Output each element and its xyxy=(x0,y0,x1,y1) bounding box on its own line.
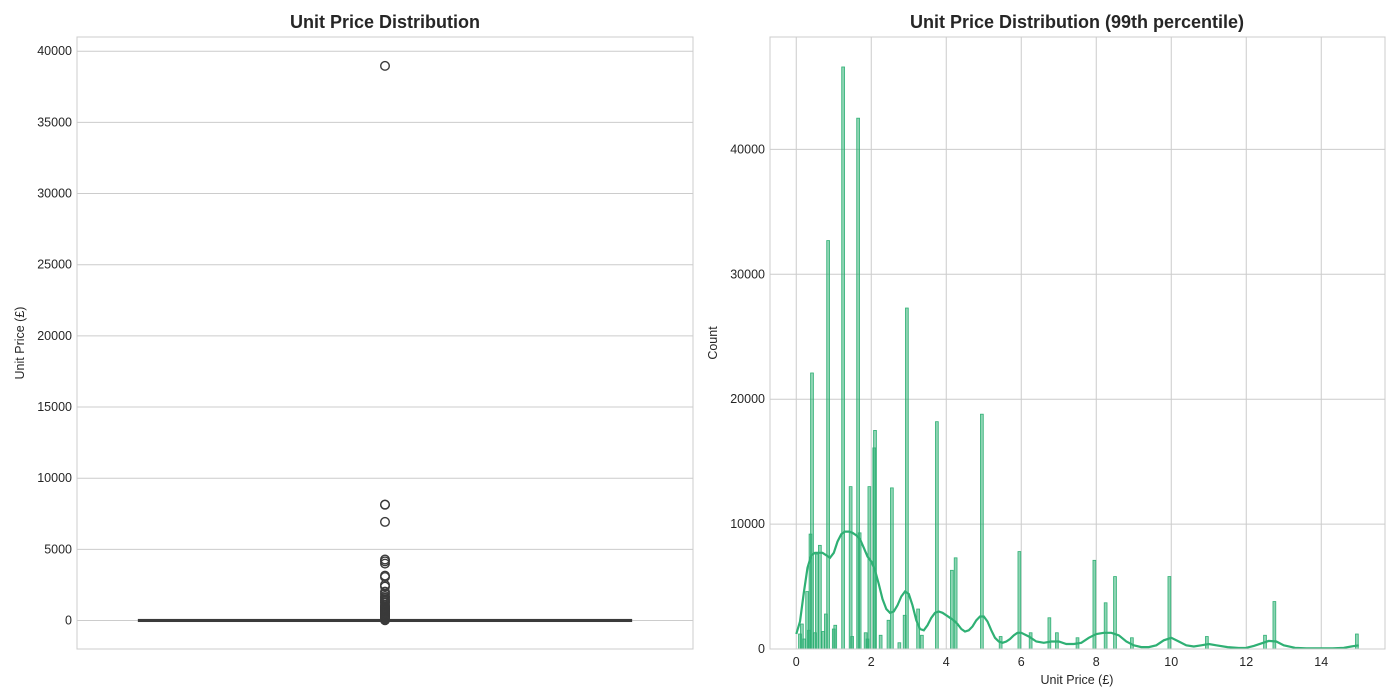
boxplot-outlier xyxy=(380,499,391,510)
y-tick-label: 15000 xyxy=(37,400,72,414)
histogram-bar xyxy=(980,413,984,650)
histogram-bar xyxy=(826,240,830,650)
histogram-y-tick-labels: 0 10000 20000 30000 40000 xyxy=(730,142,765,656)
x-tick-label: 4 xyxy=(943,655,950,669)
y-tick-label: 25000 xyxy=(37,258,72,272)
histogram-bar xyxy=(1103,602,1108,650)
y-tick-label: 10000 xyxy=(730,517,765,531)
boxplot-gridlines xyxy=(77,50,693,622)
y-tick-label: 0 xyxy=(65,614,72,628)
histogram-bar xyxy=(1028,632,1033,650)
histogram-bar xyxy=(953,557,958,650)
histogram-bar xyxy=(920,634,924,650)
histogram-bar xyxy=(857,532,862,650)
histogram-bar xyxy=(810,372,814,650)
histogram-title: Unit Price Distribution (99th percentile… xyxy=(910,12,1244,32)
histogram-x-tick-labels: 0 2 4 6 8 10 12 14 xyxy=(793,655,1328,669)
boxplot-title: Unit Price Distribution xyxy=(290,12,480,32)
boxplot-y-tick-labels: 0 5000 10000 15000 20000 25000 30000 35000 40000 xyxy=(37,44,72,627)
histogram-bar xyxy=(897,642,902,650)
x-tick-label: 0 xyxy=(793,655,800,669)
histogram-bar xyxy=(802,638,806,650)
y-tick-label: 20000 xyxy=(730,392,765,406)
histogram-bar xyxy=(950,569,954,650)
histogram-bar xyxy=(1205,636,1209,650)
boxplot-outlier xyxy=(380,558,391,569)
histogram-bar xyxy=(1047,617,1052,650)
histogram-frame xyxy=(769,36,1386,650)
histogram-bar xyxy=(841,66,845,650)
histogram-bar xyxy=(815,553,819,650)
histogram-x-axis-label: Unit Price (£) xyxy=(1041,673,1114,687)
x-tick-label: 10 xyxy=(1164,655,1178,669)
histogram-bar xyxy=(1113,576,1117,650)
histogram-bar xyxy=(890,487,894,650)
y-tick-label: 35000 xyxy=(37,115,72,129)
histogram-bar xyxy=(848,486,853,650)
y-tick-label: 30000 xyxy=(37,187,72,201)
x-tick-label: 2 xyxy=(868,655,875,669)
y-tick-label: 0 xyxy=(758,642,765,656)
x-tick-label: 6 xyxy=(1018,655,1025,669)
histogram-bar xyxy=(905,307,909,650)
boxplot-outlier xyxy=(380,615,391,626)
histogram-gridlines xyxy=(770,37,1385,650)
histogram-bar xyxy=(850,636,854,650)
histogram-bar xyxy=(833,624,838,650)
histogram-bar xyxy=(886,619,891,650)
histogram-bar xyxy=(935,421,939,650)
boxplot-frame xyxy=(76,36,694,650)
x-tick-label: 8 xyxy=(1093,655,1100,669)
histogram-bars xyxy=(798,66,1359,650)
histogram-bar xyxy=(818,544,822,650)
histogram-panel: Unit Price Distribution (99th percentile… xyxy=(706,12,1386,687)
y-tick-label: 5000 xyxy=(44,542,72,556)
histogram-bar xyxy=(867,486,872,650)
histogram-kde xyxy=(795,530,1359,650)
boxplot-outlier xyxy=(380,516,391,527)
x-tick-label: 14 xyxy=(1314,655,1328,669)
histogram-bar xyxy=(1017,551,1022,650)
histogram-bar xyxy=(878,634,883,650)
y-tick-label: 20000 xyxy=(37,329,72,343)
x-tick-label: 12 xyxy=(1239,655,1253,669)
boxplot-panel: Unit Price Distribution 0 5000 10000 15000 2… xyxy=(13,12,694,650)
y-tick-label: 40000 xyxy=(37,44,72,58)
y-tick-label: 30000 xyxy=(730,267,765,281)
boxplot-outliers xyxy=(380,60,391,626)
boxplot-outlier xyxy=(380,581,391,592)
y-tick-label: 40000 xyxy=(730,142,765,156)
histogram-y-axis-label: Count xyxy=(706,326,720,360)
histogram-bar xyxy=(873,430,877,650)
boxplot-y-axis-label: Unit Price (£) xyxy=(13,307,27,380)
boxplot-outlier xyxy=(380,60,391,71)
kde-line xyxy=(795,530,1359,650)
y-tick-label: 10000 xyxy=(37,471,72,485)
